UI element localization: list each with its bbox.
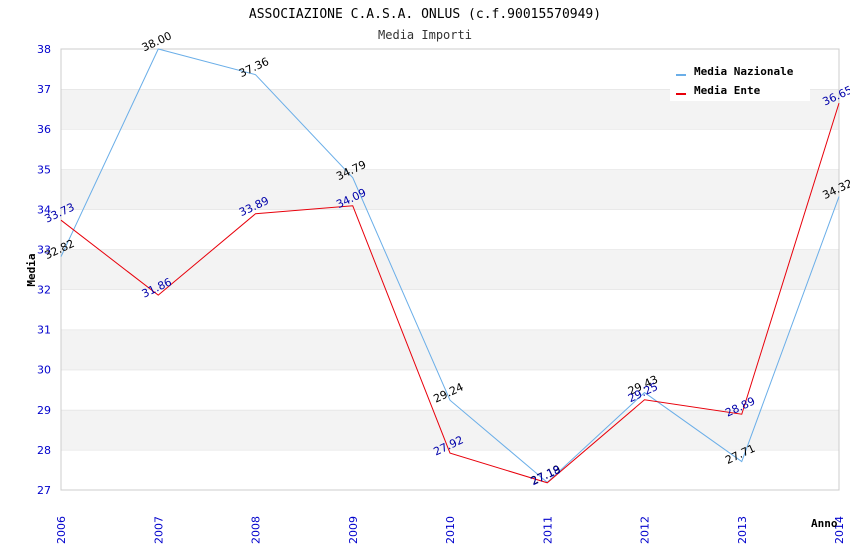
grid-band <box>61 209 839 250</box>
plot-frame <box>60 48 840 491</box>
grid-bands <box>61 48 839 490</box>
x-tick-label: 2008 <box>250 516 263 544</box>
chart-title: ASSOCIAZIONE C.A.S.A. ONLUS (c.f.9001557… <box>249 7 601 22</box>
y-tick-label: 38 <box>37 43 51 56</box>
legend-box <box>670 60 810 101</box>
grid-band <box>61 329 839 370</box>
y-tick-label: 32 <box>37 284 51 297</box>
y-tick-label: 34 <box>37 203 51 216</box>
grid-band <box>61 369 839 410</box>
grid-band <box>61 289 839 330</box>
y-tick-label: 27 <box>37 484 51 497</box>
x-axis-label: Anno <box>811 517 838 530</box>
x-tick-label: 2006 <box>55 516 68 544</box>
grid-band <box>61 169 839 210</box>
y-tick-label: 33 <box>37 243 51 256</box>
x-tick-label: 2013 <box>736 516 749 544</box>
y-tick-label: 29 <box>37 404 51 417</box>
legend-entry: Media Nazionale <box>694 65 794 78</box>
grid-band <box>61 129 839 170</box>
legend: Media Nazionale Media Ente <box>670 60 810 101</box>
y-tick-label: 31 <box>37 324 51 337</box>
x-tick-label: 2007 <box>152 516 165 544</box>
grid-band <box>61 449 839 490</box>
y-tick-label: 35 <box>37 163 51 176</box>
y-tick-label: 28 <box>37 444 51 457</box>
x-tick-label: 2012 <box>639 516 652 544</box>
grid-band <box>61 409 839 450</box>
y-tick-label: 30 <box>37 364 51 377</box>
x-tick-label: 2011 <box>541 516 554 544</box>
x-tick-label: 2014 <box>833 516 846 544</box>
grid-band <box>61 249 839 290</box>
y-tick-label: 37 <box>37 83 51 96</box>
y-axis-label: Media <box>25 253 38 286</box>
plot-border <box>60 48 840 491</box>
series-line-media-ente <box>60 102 840 484</box>
series-line-media-nazionale <box>60 48 840 484</box>
chart-subtitle: Media Importi <box>378 28 472 42</box>
x-tick-label: 2009 <box>347 516 360 544</box>
y-axis-ticks: 27 28 29 30 31 32 33 34 35 36 37 38 <box>37 43 51 497</box>
y-tick-label: 36 <box>37 123 51 136</box>
legend-entry: Media Ente <box>694 84 761 97</box>
x-tick-label: 2010 <box>444 516 457 544</box>
series-lines <box>60 48 840 484</box>
x-axis-ticks: 2006 2007 2008 2009 2010 2011 2012 2013 2014 <box>55 516 846 544</box>
